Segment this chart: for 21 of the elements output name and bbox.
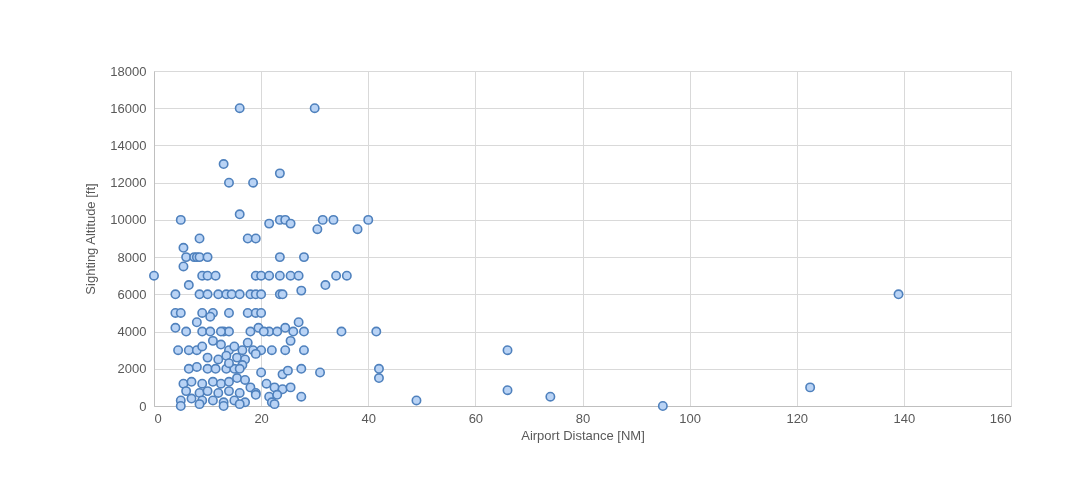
y-tick-label: 16000 [110, 100, 147, 116]
y-tick-label: 6000 [117, 286, 147, 302]
x-tick-label: 0 [154, 410, 162, 426]
x-tick-label: 60 [468, 410, 484, 426]
y-tick-label: 10000 [110, 212, 147, 228]
x-tick-label: 40 [361, 410, 376, 426]
y-axis-title: Sighting Altitude [ft] [83, 183, 99, 295]
x-axis-title: Airport Distance [NM] [521, 427, 645, 443]
y-tick-label: 14000 [110, 137, 147, 153]
x-tick-label: 140 [893, 410, 916, 426]
x-tick-label: 80 [575, 410, 591, 426]
y-tick-label: 12000 [110, 175, 147, 191]
y-tick-label: 4000 [117, 324, 147, 340]
x-tick-label: 160 [989, 410, 1012, 426]
x-tick-label: 100 [679, 410, 701, 426]
x-tick-label: 120 [786, 410, 809, 426]
y-tick-label: 8000 [117, 249, 147, 265]
y-tick-label: 2000 [117, 361, 147, 377]
y-tick-label: 18000 [110, 63, 147, 79]
x-tick-label: 20 [254, 410, 269, 426]
y-tick-label: 0 [139, 398, 147, 414]
